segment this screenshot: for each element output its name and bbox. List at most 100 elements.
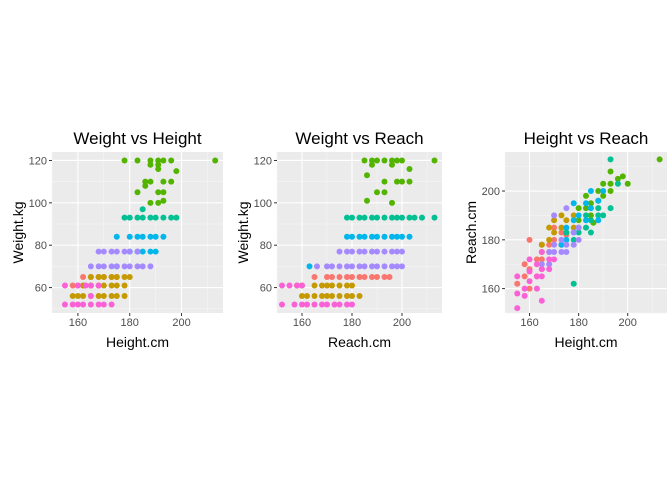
data-point: [139, 206, 146, 213]
data-point: [563, 224, 570, 231]
data-point: [583, 212, 589, 219]
data-point: [399, 178, 405, 185]
data-point: [381, 157, 388, 164]
data-point: [160, 214, 167, 221]
y-tick-label: 180: [482, 235, 500, 247]
data-point: [575, 205, 582, 212]
data-point: [595, 197, 602, 204]
data-point: [61, 301, 68, 308]
data-point: [624, 180, 631, 187]
data-point: [147, 263, 154, 270]
data-point: [595, 188, 602, 195]
data-point: [306, 263, 313, 270]
data-point: [349, 214, 355, 221]
data-point: [113, 282, 120, 289]
data-point: [563, 241, 570, 248]
data-point: [160, 233, 167, 240]
data-point: [381, 233, 388, 240]
data-point: [619, 173, 626, 180]
data-point: [399, 157, 405, 164]
data-point: [381, 214, 388, 221]
data-point: [152, 214, 159, 221]
data-point: [361, 157, 368, 164]
data-point: [364, 172, 370, 179]
data-point: [113, 263, 120, 270]
y-tick-label: 100: [254, 198, 272, 210]
data-point: [121, 248, 128, 255]
data-point: [331, 301, 338, 308]
data-point: [551, 241, 558, 248]
data-point: [344, 301, 350, 308]
data-point: [431, 214, 438, 221]
y-tick-label: 160: [482, 284, 500, 296]
data-point: [311, 273, 318, 280]
data-point: [587, 212, 594, 219]
data-point: [100, 293, 107, 300]
data-point: [600, 180, 607, 187]
data-point: [80, 301, 87, 308]
data-point: [95, 282, 102, 289]
data-point: [514, 280, 521, 287]
data-point: [139, 248, 146, 255]
data-point: [356, 263, 363, 270]
data-point: [87, 293, 94, 300]
x-tick-label: 180: [121, 317, 139, 329]
y-axis-label: Reach.cm: [463, 201, 479, 264]
data-point: [356, 273, 363, 280]
data-point: [607, 156, 614, 163]
data-point: [361, 248, 368, 255]
x-axis-ticks: 160 180 200: [69, 313, 191, 329]
data-point: [349, 233, 355, 240]
data-point: [349, 273, 355, 280]
data-point: [394, 263, 400, 270]
data-point: [369, 273, 375, 280]
data-point: [533, 285, 540, 292]
data-point: [575, 229, 582, 236]
data-point: [526, 236, 533, 243]
data-point: [431, 157, 438, 164]
data-point: [538, 249, 545, 256]
data-point: [607, 180, 614, 187]
data-point: [155, 165, 162, 172]
data-point: [134, 233, 141, 240]
chart-title: Weight vs Reach: [295, 129, 423, 148]
plot-background: [505, 152, 667, 313]
data-point: [121, 214, 128, 221]
data-point: [344, 214, 350, 221]
x-tick-label: 200: [172, 317, 190, 329]
panel-height-vs-reach: Height vs Reach 160 180 200 160 180 200 Heig…: [463, 129, 667, 350]
x-tick-label: 180: [569, 317, 587, 329]
data-point: [108, 301, 115, 308]
data-point: [155, 157, 162, 164]
data-point: [526, 268, 533, 275]
data-point: [87, 282, 94, 289]
data-point: [311, 293, 318, 300]
data-point: [558, 249, 565, 256]
data-point: [587, 205, 594, 212]
data-point: [595, 205, 602, 212]
data-point: [113, 233, 120, 240]
data-point: [349, 263, 355, 270]
data-point: [521, 285, 528, 292]
data-point: [570, 229, 577, 236]
y-tick-label: 80: [260, 240, 272, 252]
data-point: [344, 273, 350, 280]
data-point: [570, 224, 577, 231]
data-point: [381, 273, 388, 280]
data-point: [389, 233, 395, 240]
y-tick-label: 60: [35, 283, 47, 295]
data-point: [361, 263, 368, 270]
y-axis-label: Weight.kg: [10, 202, 26, 264]
data-point: [100, 301, 107, 308]
data-point: [399, 248, 405, 255]
data-point: [113, 293, 120, 300]
data-point: [374, 233, 380, 240]
data-point: [546, 266, 553, 273]
data-point: [155, 161, 162, 168]
x-axis-label: Reach.cm: [328, 334, 391, 350]
data-point: [160, 189, 167, 196]
y-axis-ticks: 60 80 100 120: [254, 155, 277, 295]
data-point: [336, 301, 343, 308]
data-point: [311, 301, 318, 308]
data-point: [583, 217, 589, 224]
